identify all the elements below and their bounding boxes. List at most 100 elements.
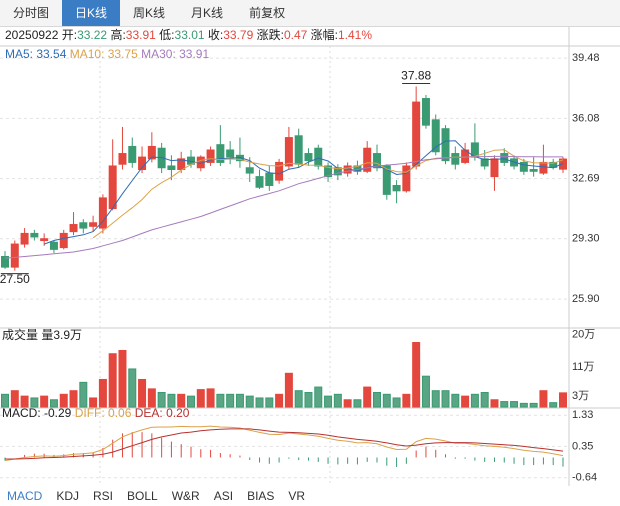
indicator-tab[interactable]: BOLL — [127, 489, 158, 503]
candle-body — [500, 153, 509, 163]
y-tick-label: 1.33 — [572, 409, 593, 421]
annotation-label: 27.50 — [0, 272, 30, 286]
legend-entry: 量3.9万 — [41, 328, 82, 342]
volume-bar — [519, 402, 528, 408]
volume-bar — [49, 399, 58, 408]
period-tab[interactable]: 日K线 — [62, 0, 121, 26]
volume-bar — [275, 393, 284, 408]
volume-bar — [431, 390, 440, 408]
candle-body — [559, 158, 567, 170]
y-tick-label: 36.08 — [572, 112, 600, 124]
candle-body — [539, 161, 548, 174]
indicator-tab[interactable]: W&R — [171, 489, 200, 503]
volume-bar — [167, 393, 176, 408]
candle-body — [373, 153, 381, 169]
candle-body — [304, 153, 313, 162]
candle-body — [49, 241, 58, 250]
volume-bar — [128, 368, 137, 408]
volume-bar — [441, 390, 450, 408]
volume-bar — [333, 393, 342, 408]
volume-bar — [304, 392, 313, 408]
indicator-tab[interactable]: MACD — [7, 489, 43, 503]
volume-bar — [20, 395, 29, 408]
volume-bar — [559, 392, 567, 408]
volume-bar — [392, 397, 401, 408]
volume-bar — [245, 395, 254, 408]
volume-bar — [461, 395, 470, 408]
quote-line: 20250922 开:33.22 高:33.91 低:33.01 收:33.79… — [5, 27, 372, 42]
ma-line — [4, 155, 563, 259]
quote-text: 高: — [110, 27, 125, 42]
candle-body — [480, 158, 489, 167]
candle-body — [324, 165, 333, 178]
candle-body — [20, 232, 29, 245]
candle-body — [98, 197, 107, 229]
y-tick-label: 25.90 — [572, 293, 600, 305]
volume-bar — [108, 353, 117, 408]
quote-text: 低: — [159, 28, 174, 42]
volume-bar — [118, 349, 127, 408]
volume-bar — [529, 402, 538, 408]
candle-body — [40, 238, 49, 242]
candle-body — [108, 165, 117, 210]
candle-body — [177, 158, 186, 171]
quote-text: 33.91 — [126, 28, 156, 42]
candle-body — [382, 165, 391, 195]
volume-bar — [147, 388, 156, 408]
candle-body — [167, 165, 176, 171]
candle-body — [69, 224, 78, 233]
y-tick-label: 0.35 — [572, 440, 593, 452]
quote-text: 收: — [208, 28, 223, 42]
volume-bar — [373, 392, 381, 408]
indicator-tab[interactable]: RSI — [93, 489, 114, 503]
indicator-tab[interactable]: KDJ — [56, 489, 80, 503]
candle-body — [363, 147, 372, 172]
y-tick-label: -0.64 — [572, 472, 597, 484]
legend-entry: DIFF: 0.06 — [75, 406, 132, 420]
candle-body — [529, 169, 538, 172]
volume-bar — [382, 393, 391, 408]
volume-bar — [480, 392, 489, 408]
volume-bar — [69, 390, 78, 408]
legend-entry: MA30: 33.91 — [141, 47, 209, 61]
volume-bar — [451, 393, 460, 408]
period-tabs: 分时图 日K线 周K线 月K线 前复权 — [0, 0, 620, 27]
volume-bar — [284, 372, 293, 408]
ma-line — [92, 149, 564, 239]
volume-bar — [98, 378, 107, 408]
indicator-tab[interactable]: VR — [288, 489, 306, 503]
period-tab[interactable]: 周K线 — [133, 6, 166, 20]
indicator-tab[interactable]: ASI — [213, 489, 234, 503]
candle-body — [402, 165, 411, 192]
volume-bar — [187, 395, 195, 408]
volume-bar — [500, 401, 509, 408]
volume-bar — [10, 390, 19, 408]
quote-text: 33.01 — [175, 28, 205, 42]
period-tab[interactable]: 分时图 — [13, 6, 50, 20]
indicator-tab[interactable]: BIAS — [247, 489, 275, 503]
candle-body — [441, 128, 450, 162]
volume-bar — [235, 393, 244, 408]
candle-body — [147, 145, 156, 160]
candle-body — [206, 149, 215, 163]
y-tick-label: 29.30 — [572, 233, 600, 245]
macd-line — [4, 425, 564, 462]
candle-body — [216, 144, 225, 163]
quote-text: 33.79 — [223, 28, 253, 42]
candle-body — [451, 153, 460, 165]
quote-text: 1.41% — [338, 28, 372, 42]
candle-body — [314, 147, 323, 167]
volume-bar — [539, 390, 548, 408]
legend: MACD: -0.29 DIFF: 0.06 DEA: 0.20 — [2, 406, 190, 420]
period-tab[interactable]: 前复权 — [249, 6, 286, 20]
candle-body — [118, 153, 127, 165]
macd-line — [5, 428, 564, 460]
candle-body — [519, 161, 528, 172]
legend: 成交量 量3.9万 — [2, 327, 82, 342]
period-tab[interactable]: 月K线 — [191, 6, 224, 20]
candle-body — [265, 172, 274, 186]
indicator-tabs: MACD KDJ RSI BOLL W&R ASI BIAS VR — [0, 486, 620, 506]
volume-bar — [353, 399, 362, 408]
volume-bar — [138, 378, 147, 408]
